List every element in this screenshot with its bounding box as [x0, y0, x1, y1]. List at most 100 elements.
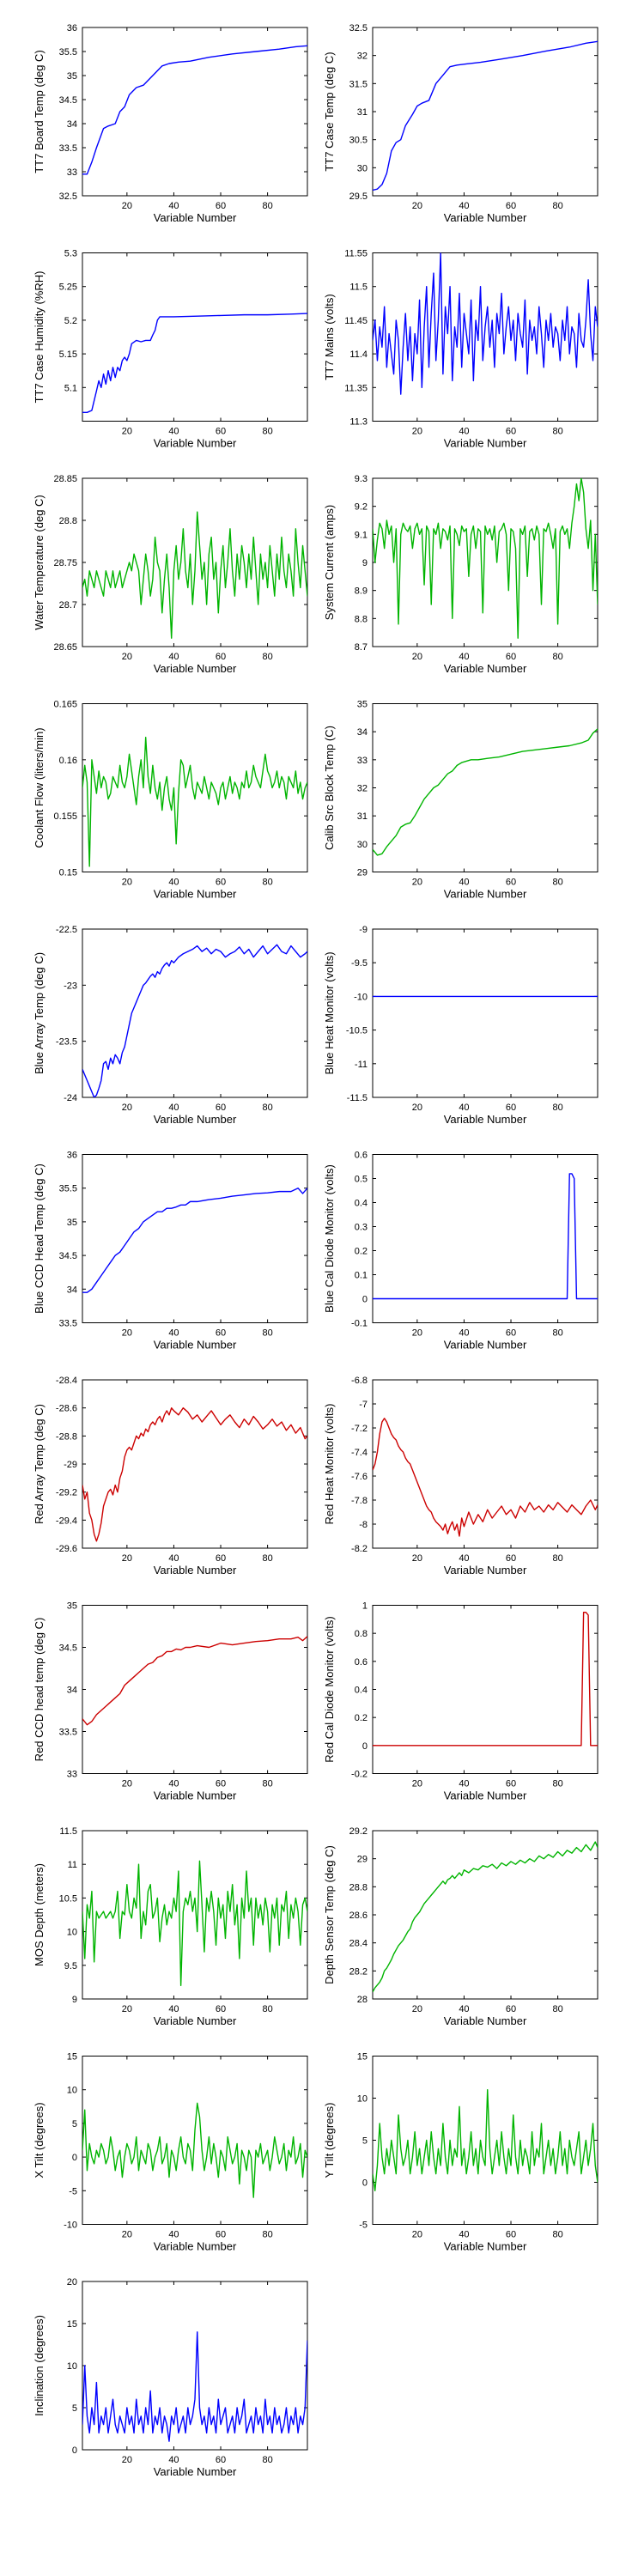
- plot-area: [372, 1379, 598, 1549]
- y-tick-label: 0.3: [355, 1223, 368, 1233]
- y-tick-label: 0: [362, 2178, 368, 2189]
- x-tick-label: 40: [459, 427, 469, 437]
- x-axis-label: Variable Number: [444, 1113, 527, 1126]
- x-tick-label: 60: [216, 2004, 226, 2014]
- y-axis-label: System Current (amps): [323, 505, 336, 620]
- y-tick-label: 35: [67, 1218, 77, 1228]
- x-tick-label: 20: [412, 427, 422, 437]
- x-tick-label: 60: [506, 2004, 516, 2014]
- plot-area: [372, 1154, 598, 1323]
- chart-panel: 20 40 60 80 -10 -5 0 5 10 15 Variable Number X Tilt…: [33, 2052, 308, 2253]
- series-line: [82, 1636, 307, 1726]
- y-tick-label: 0.1: [355, 1271, 368, 1281]
- chart-panel: 20 40 60 80 -0.1 0 0.1 0.2 0.3 0.4 0.5 0.6 Variable …: [323, 1151, 598, 1352]
- x-tick-label: 80: [262, 2004, 272, 2014]
- chart-panel: 20 40 60 80 -0.2 0 0.2 0.4 0.6 0.8 1 Variable Numbe…: [323, 1601, 598, 1802]
- x-tick-label: 20: [412, 1328, 422, 1339]
- x-tick-label: 40: [168, 427, 179, 437]
- series-line: [373, 252, 598, 395]
- y-axis-label: MOS Depth (meters): [33, 1863, 46, 1966]
- plot-area: [372, 928, 598, 1098]
- y-tick-label: 28.85: [53, 474, 77, 484]
- y-tick-label: 28.7: [59, 600, 77, 611]
- y-tick-label: 33.5: [59, 1728, 77, 1738]
- y-tick-label: 8.7: [355, 642, 368, 653]
- series-line: [373, 1173, 598, 1300]
- y-tick-label: 5.15: [59, 349, 77, 360]
- x-tick-label: 60: [506, 1553, 516, 1564]
- y-tick-label: 0.4: [355, 1199, 368, 1209]
- y-tick-label: 33.5: [59, 143, 77, 154]
- series-line: [82, 1187, 307, 1293]
- y-axis-label: Y Tilt (degrees): [323, 2103, 336, 2178]
- plot-area: [82, 27, 308, 197]
- y-tick-label: -29.6: [56, 1544, 77, 1554]
- y-tick-label: -7.6: [351, 1472, 368, 1482]
- x-tick-label: 60: [216, 2230, 226, 2240]
- series-line: [82, 313, 307, 414]
- y-tick-label: 9: [362, 558, 368, 568]
- x-tick-label: 20: [122, 2004, 132, 2014]
- y-tick-label: 0: [362, 1295, 368, 1305]
- x-axis-label: Variable Number: [154, 1113, 237, 1126]
- x-axis-label: Variable Number: [154, 2465, 237, 2478]
- y-axis-label: Coolant Flow (liters/min): [33, 727, 46, 848]
- y-tick-label: 31: [357, 811, 368, 822]
- x-axis-label: Variable Number: [444, 1564, 527, 1577]
- y-tick-label: 29: [357, 1855, 368, 1865]
- series-line: [373, 1418, 598, 1537]
- x-axis-label: Variable Number: [154, 437, 237, 450]
- x-axis-label: Variable Number: [154, 1564, 237, 1577]
- x-tick-label: 20: [122, 201, 132, 211]
- series-line: [82, 2102, 307, 2198]
- x-axis-label: Variable Number: [444, 2014, 527, 2027]
- x-tick-label: 80: [262, 201, 272, 211]
- y-tick-label: 20: [67, 2277, 77, 2287]
- y-tick-label: 15: [67, 2052, 77, 2063]
- y-axis-label: X Tilt (degrees): [33, 2102, 46, 2178]
- plot-area: [372, 703, 598, 872]
- y-tick-label: 5.3: [64, 249, 77, 259]
- y-tick-label: 5: [72, 2119, 77, 2129]
- y-tick-label: 5.1: [64, 383, 77, 393]
- y-tick-label: 5.25: [59, 283, 77, 293]
- x-axis-label: Variable Number: [154, 211, 237, 224]
- x-tick-label: 40: [168, 652, 179, 662]
- y-tick-label: -7.2: [351, 1424, 368, 1434]
- x-tick-label: 60: [506, 1779, 516, 1789]
- chart-panel: 20 40 60 80 -24 -23.5 -23 -22.5 Variable Number B…: [33, 925, 308, 1126]
- y-axis-label: Red Cal Diode Monitor (volts): [323, 1616, 336, 1763]
- chart-panel: 20 40 60 80 -8.2 -8 -7.8 -7.6 -7.4 -7.2 -7 -6.8 Vari…: [323, 1376, 598, 1577]
- series-line: [82, 2331, 307, 2442]
- y-tick-label: -9: [359, 925, 368, 935]
- plot-area: [372, 477, 598, 647]
- y-tick-label: 34.5: [59, 1643, 77, 1654]
- x-tick-label: 40: [459, 1779, 469, 1789]
- chart-panel: 20 40 60 80 33.5 34 34.5 35 35.5 36 Variable Numbe…: [33, 1151, 308, 1352]
- x-tick-label: 60: [506, 1328, 516, 1339]
- y-tick-label: 32.5: [59, 191, 77, 202]
- plot-area: [372, 1605, 598, 1774]
- x-axis-label: Variable Number: [444, 888, 527, 901]
- x-axis-label: Variable Number: [154, 662, 237, 675]
- y-tick-label: 28.4: [349, 1939, 368, 1949]
- x-tick-label: 40: [459, 1553, 469, 1564]
- y-tick-label: 0.16: [59, 756, 77, 766]
- y-tick-label: -24: [64, 1093, 77, 1103]
- y-tick-label: 28.8: [349, 1882, 368, 1893]
- y-tick-label: 0.2: [355, 1713, 368, 1723]
- y-tick-label: -10: [354, 992, 368, 1002]
- x-tick-label: 60: [506, 1103, 516, 1113]
- x-tick-label: 20: [122, 1779, 132, 1789]
- x-tick-label: 40: [168, 1779, 179, 1789]
- chart-panel: 20 40 60 80 28 28.2 28.4 28.6 28.8 29 29.2 Variable…: [323, 1826, 598, 2027]
- x-tick-label: 60: [506, 878, 516, 888]
- x-tick-label: 60: [216, 201, 226, 211]
- x-tick-label: 60: [216, 652, 226, 662]
- y-tick-label: 0: [362, 1741, 368, 1752]
- y-axis-label: Red CCD head temp (deg C): [33, 1618, 46, 1762]
- y-tick-label: 5: [362, 2136, 368, 2147]
- y-tick-label: -28.6: [56, 1404, 77, 1414]
- y-tick-label: -29.2: [56, 1488, 77, 1498]
- y-tick-label: 0.6: [355, 1151, 368, 1161]
